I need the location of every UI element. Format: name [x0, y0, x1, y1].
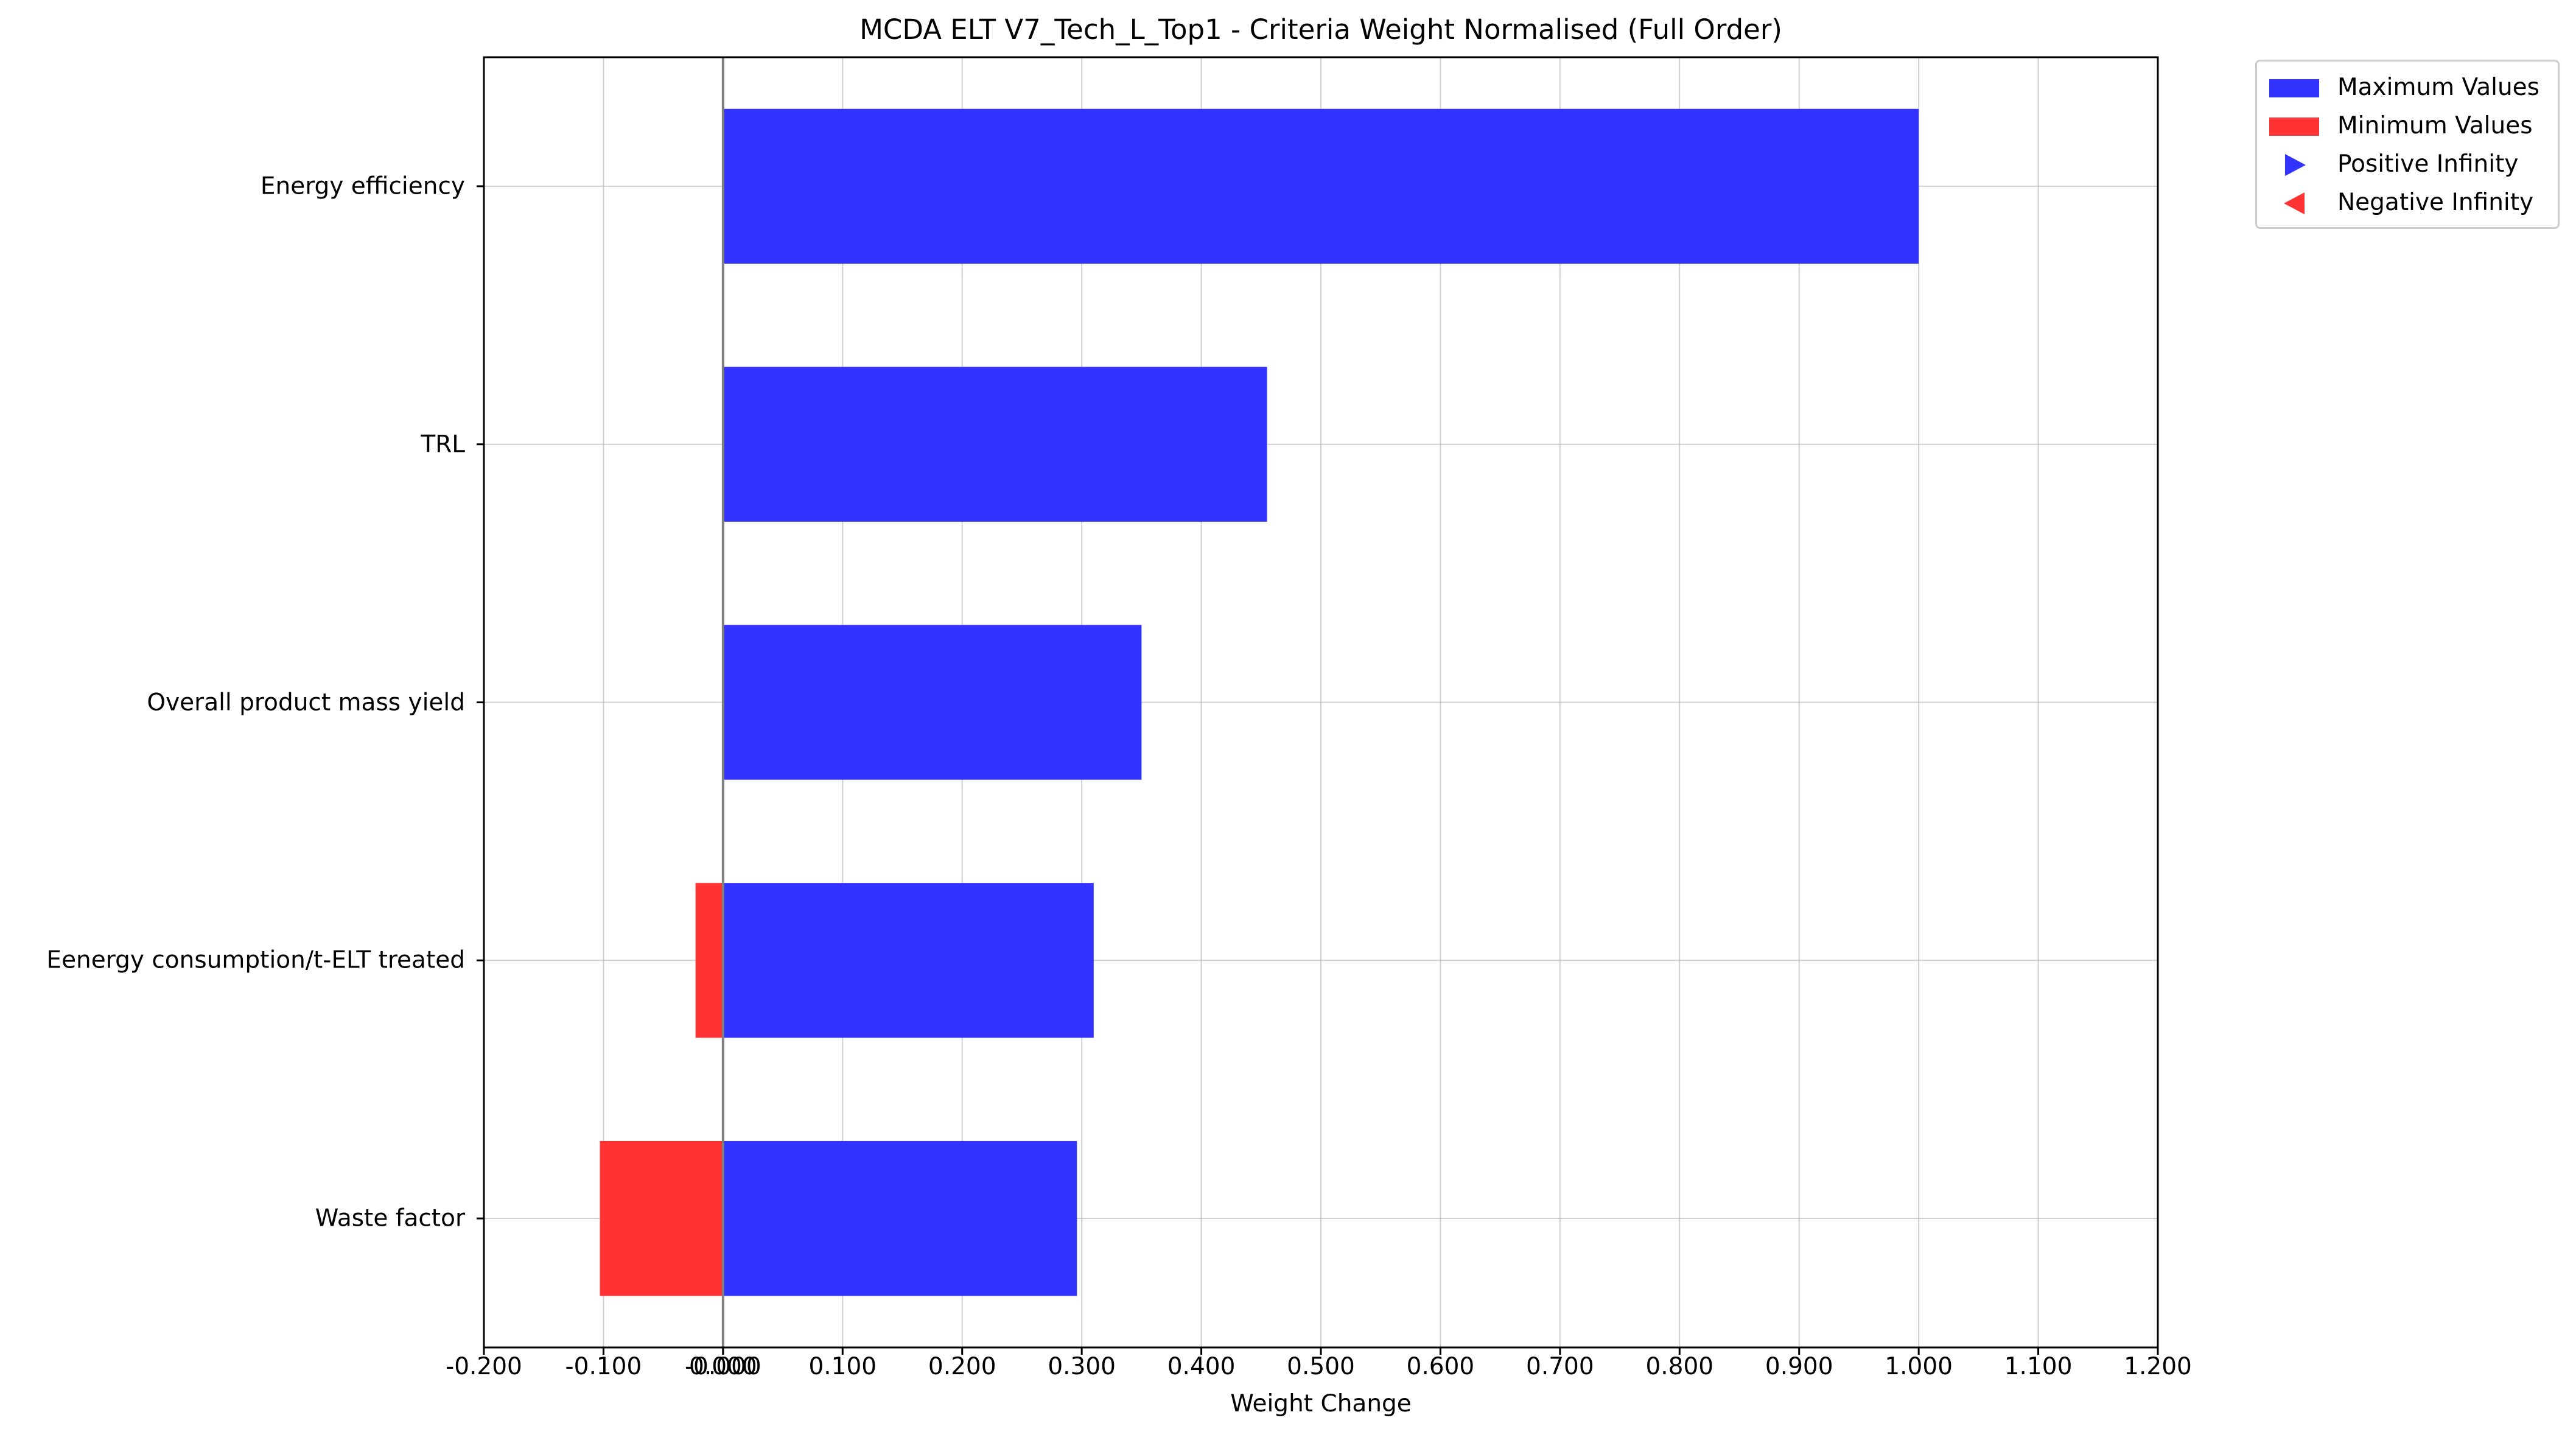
y-tick-label: Eenergy consumption/t-ELT treated: [46, 946, 465, 974]
legend-swatch-maximum: [2269, 79, 2319, 97]
x-tick-label: 0.600: [1406, 1353, 1475, 1380]
triangle-left-icon: [2284, 192, 2305, 214]
legend-label-maximum: Maximum Values: [2337, 74, 2539, 101]
bar-maximum: [723, 108, 1919, 264]
bar-minimum: [695, 883, 723, 1038]
x-tick-label: -0.100: [565, 1353, 642, 1380]
x-axis-label: Weight Change: [1230, 1390, 1412, 1417]
legend-label-minimum: Minimum Values: [2337, 112, 2533, 139]
legend-item-positive-infinity: Positive Infinity: [2257, 147, 2558, 183]
y-tick-label: Overall product mass yield: [147, 689, 465, 716]
x-tick-label: -0.200: [446, 1353, 522, 1380]
triangle-right-icon: [2285, 154, 2306, 176]
bar-maximum: [723, 1140, 1077, 1296]
x-tick-label: 1.200: [2124, 1353, 2192, 1380]
bar-maximum: [723, 625, 1142, 780]
y-tick-label: Energy efficiency: [260, 172, 465, 200]
legend-label-positive-infinity: Positive Infinity: [2337, 150, 2519, 178]
x-tick-label: 0.400: [1167, 1353, 1236, 1380]
x-tick-label: 0.700: [1526, 1353, 1594, 1380]
y-tick-label: Waste factor: [315, 1204, 465, 1232]
bar-maximum: [723, 883, 1094, 1038]
x-tick-label: 0.800: [1645, 1353, 1714, 1380]
y-tick-label: TRL: [421, 430, 465, 458]
legend-label-negative-infinity: Negative Infinity: [2337, 189, 2534, 216]
legend-item-minimum: Minimum Values: [2257, 108, 2558, 145]
x-tick-label: 0.100: [808, 1353, 877, 1380]
bar-minimum: [600, 1140, 723, 1296]
x-tick-label: -0.000: [684, 1353, 761, 1380]
x-tick-label: 0.000: [689, 1353, 757, 1380]
legend: Maximum Values Minimum Values Positive I…: [2255, 60, 2560, 229]
legend-swatch-minimum: [2269, 118, 2319, 136]
x-tick-label: 0.900: [1765, 1353, 1833, 1380]
x-tick-label: 1.000: [1885, 1353, 1953, 1380]
x-tick-label: 0.500: [1287, 1353, 1355, 1380]
x-tick-label: 0.300: [1048, 1353, 1116, 1380]
legend-item-maximum: Maximum Values: [2257, 70, 2558, 107]
bar-maximum: [723, 367, 1267, 522]
x-tick-label: 0.200: [928, 1353, 996, 1380]
chart-title: MCDA ELT V7_Tech_L_Top1 - Criteria Weigh…: [859, 13, 1782, 46]
x-tick-label: 1.100: [2004, 1353, 2073, 1380]
legend-item-negative-infinity: Negative Infinity: [2257, 185, 2558, 222]
